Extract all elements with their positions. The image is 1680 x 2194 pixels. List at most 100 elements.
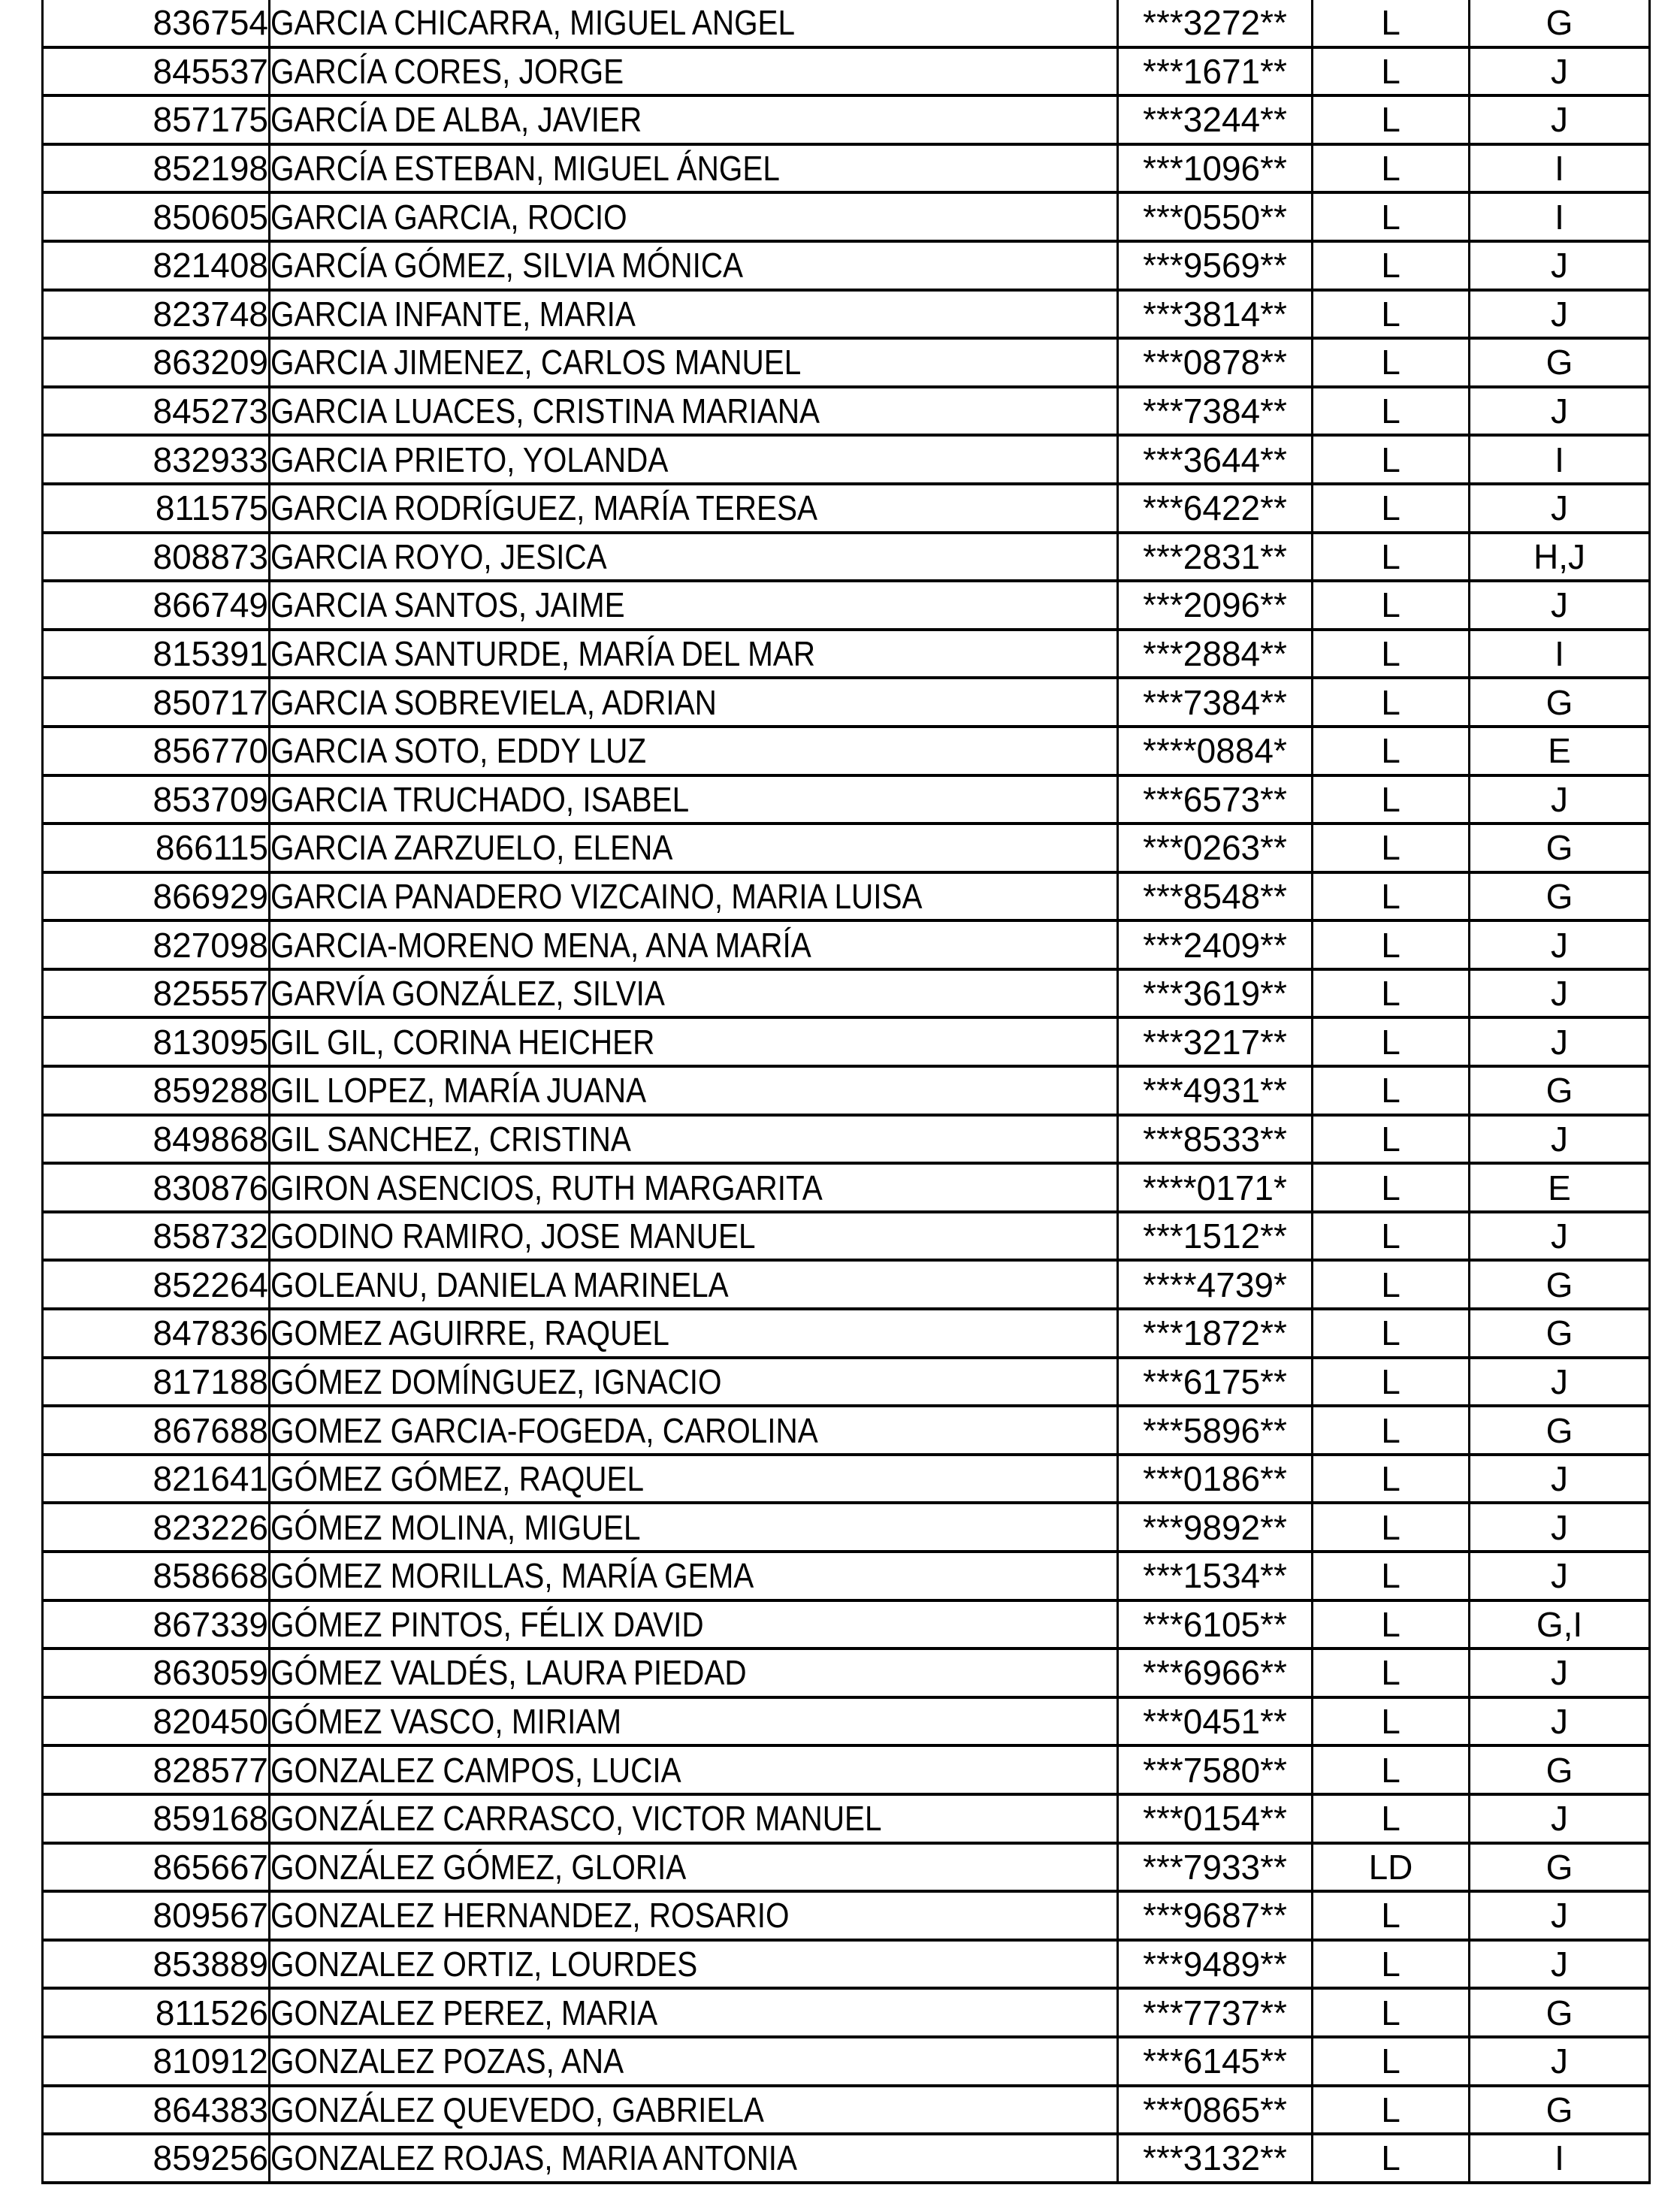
group-letters-cell: I — [1468, 142, 1651, 195]
record-number-cell: 810912 — [41, 2035, 270, 2087]
list-letter: L — [1381, 1071, 1401, 1111]
full-name-cell: GARCIA SANTOS, JAIME — [268, 579, 1119, 631]
masked-id: ***2096** — [1143, 585, 1287, 625]
list-letter: L — [1381, 391, 1401, 431]
masked-id: ***8548** — [1143, 876, 1287, 916]
masked-id: ***2884** — [1143, 634, 1287, 674]
table-row: 858732 GODINO RAMIRO, JOSE MANUEL ***151… — [41, 1210, 1651, 1262]
group-letters-cell: G — [1468, 1404, 1651, 1456]
full-name: GODINO RAMIRO, JOSE MANUEL — [270, 1216, 756, 1256]
record-number: 845537 — [153, 51, 268, 91]
full-name: GONZÁLEZ GÓMEZ, GLORIA — [270, 1847, 687, 1887]
masked-id: ***0186** — [1143, 1459, 1287, 1499]
full-name: GARCÍA DE ALBA, JAVIER — [270, 100, 642, 140]
group-letters: I — [1555, 634, 1564, 674]
list-letter: L — [1381, 2090, 1401, 2129]
record-number-cell: 825557 — [41, 967, 270, 1020]
group-letters: J — [1551, 1507, 1568, 1547]
masked-id-cell: ***7737** — [1116, 1987, 1313, 2038]
group-letters: J — [1551, 1556, 1568, 1596]
record-number: 847836 — [153, 1313, 268, 1353]
full-name-cell: GONZALEZ POZAS, ANA — [268, 2035, 1119, 2087]
group-letters-cell: I — [1468, 191, 1651, 243]
masked-id: ***3132** — [1143, 2138, 1287, 2178]
table-row: 866929 GARCIA PANADERO VIZCAINO, MARIA L… — [41, 870, 1651, 923]
full-name-cell: GODINO RAMIRO, JOSE MANUEL — [268, 1210, 1119, 1262]
full-name-cell: GONZALEZ CAMPOS, LUCIA — [268, 1744, 1119, 1796]
group-letters: I — [1555, 440, 1564, 479]
list-letter-cell: L — [1311, 337, 1470, 388]
record-number-cell: 853709 — [41, 773, 270, 826]
list-letter: L — [1381, 1119, 1401, 1159]
full-name-cell: GONZÁLEZ GÓMEZ, GLORIA — [268, 1841, 1119, 1893]
masked-id: ***6966** — [1143, 1653, 1287, 1693]
record-number-cell: 863059 — [41, 1647, 270, 1699]
table-row: 836754 GARCIA CHICARRA, MIGUEL ANGEL ***… — [41, 0, 1651, 49]
record-number-cell: 850605 — [41, 191, 270, 243]
masked-id-cell: ***6573** — [1116, 773, 1313, 826]
group-letters: J — [1551, 585, 1568, 625]
record-number-cell: 815391 — [41, 627, 270, 680]
list-letter-cell: L — [1311, 676, 1470, 728]
full-name: GONZALEZ POZAS, ANA — [270, 2041, 624, 2081]
masked-id: ***7737** — [1143, 1993, 1287, 2032]
group-letters-cell: J — [1468, 1016, 1651, 1068]
group-letters-cell: J — [1468, 239, 1651, 292]
group-letters-cell: G — [1468, 1307, 1651, 1359]
masked-id: ***6422** — [1143, 488, 1287, 528]
record-number: 830876 — [153, 1168, 268, 1207]
group-letters-cell: I — [1468, 627, 1651, 680]
full-name: GARCIA-MORENO MENA, ANA MARÍA — [270, 925, 811, 965]
masked-id-cell: ***4931** — [1116, 1065, 1313, 1117]
full-name-cell: GIRON ASENCIOS, RUTH MARGARITA — [268, 1162, 1119, 1213]
record-number-cell: 866749 — [41, 579, 270, 631]
full-name-cell: GARCIA GARCIA, ROCIO — [268, 191, 1119, 243]
list-letter-cell: L — [1311, 870, 1470, 923]
table-row: 850605 GARCIA GARCIA, ROCIO ***0550** L … — [41, 191, 1651, 243]
record-number: 813095 — [153, 1022, 268, 1062]
record-number-cell: 852264 — [41, 1259, 270, 1311]
record-number: 817188 — [153, 1361, 268, 1401]
group-letters-cell: G — [1468, 2084, 1651, 2136]
list-letter-cell: L — [1311, 1890, 1470, 1942]
full-name-cell: GARCIA LUACES, CRISTINA MARIANA — [268, 385, 1119, 437]
record-number-cell: 813095 — [41, 1016, 270, 1068]
group-letters-cell: J — [1468, 773, 1651, 826]
table-row: 856770 GARCIA SOTO, EDDY LUZ ****0884* L… — [41, 724, 1651, 777]
group-letters-cell: J — [1468, 1792, 1651, 1845]
group-letters-cell: G — [1468, 1065, 1651, 1117]
table-row: 845273 GARCIA LUACES, CRISTINA MARIANA *… — [41, 385, 1651, 437]
group-letters-cell: E — [1468, 724, 1651, 777]
full-name-cell: GOMEZ AGUIRRE, RAQUEL — [268, 1307, 1119, 1359]
record-number-cell: 847836 — [41, 1307, 270, 1359]
table-row: 828577 GONZALEZ CAMPOS, LUCIA ***7580** … — [41, 1744, 1651, 1796]
full-name: GARCIA ROYO, JESICA — [270, 536, 607, 576]
list-letter-cell: L — [1311, 579, 1470, 631]
list-letter: L — [1381, 1556, 1401, 1596]
masked-id-cell: ***1671** — [1116, 45, 1313, 98]
full-name-cell: GOMEZ GARCIA-FOGEDA, CAROLINA — [268, 1404, 1119, 1456]
full-name: GONZALEZ CAMPOS, LUCIA — [270, 1750, 681, 1790]
full-name-cell: GARCÍA ESTEBAN, MIGUEL ÁNGEL — [268, 142, 1119, 195]
group-letters-cell: J — [1468, 1890, 1651, 1942]
list-letter-cell: L — [1311, 45, 1470, 98]
group-letters-cell: J — [1468, 45, 1651, 98]
full-name-cell: GARCIA CHICARRA, MIGUEL ANGEL — [268, 0, 1119, 49]
masked-id-cell: ***8548** — [1116, 870, 1313, 923]
full-name-cell: GARCIA ROYO, JESICA — [268, 530, 1119, 583]
table-row: 865667 GONZÁLEZ GÓMEZ, GLORIA ***7933** … — [41, 1841, 1651, 1893]
group-letters-cell: G — [1468, 822, 1651, 874]
full-name: GARCIA ZARZUELO, ELENA — [270, 828, 673, 868]
masked-id-cell: ***2409** — [1116, 919, 1313, 971]
masked-id: ***5896** — [1143, 1410, 1287, 1450]
group-letters-cell: I — [1468, 2132, 1651, 2184]
list-letter: L — [1381, 1750, 1401, 1790]
list-letter-cell: L — [1311, 1550, 1470, 1602]
list-letter: L — [1381, 1410, 1401, 1450]
masked-id: ***8533** — [1143, 1119, 1287, 1159]
record-number: 853709 — [153, 779, 268, 819]
record-number-cell: 867339 — [41, 1598, 270, 1651]
masked-id-cell: ****0884* — [1116, 724, 1313, 777]
masked-id: ***7384** — [1143, 391, 1287, 431]
masked-id: ***0550** — [1143, 197, 1287, 237]
